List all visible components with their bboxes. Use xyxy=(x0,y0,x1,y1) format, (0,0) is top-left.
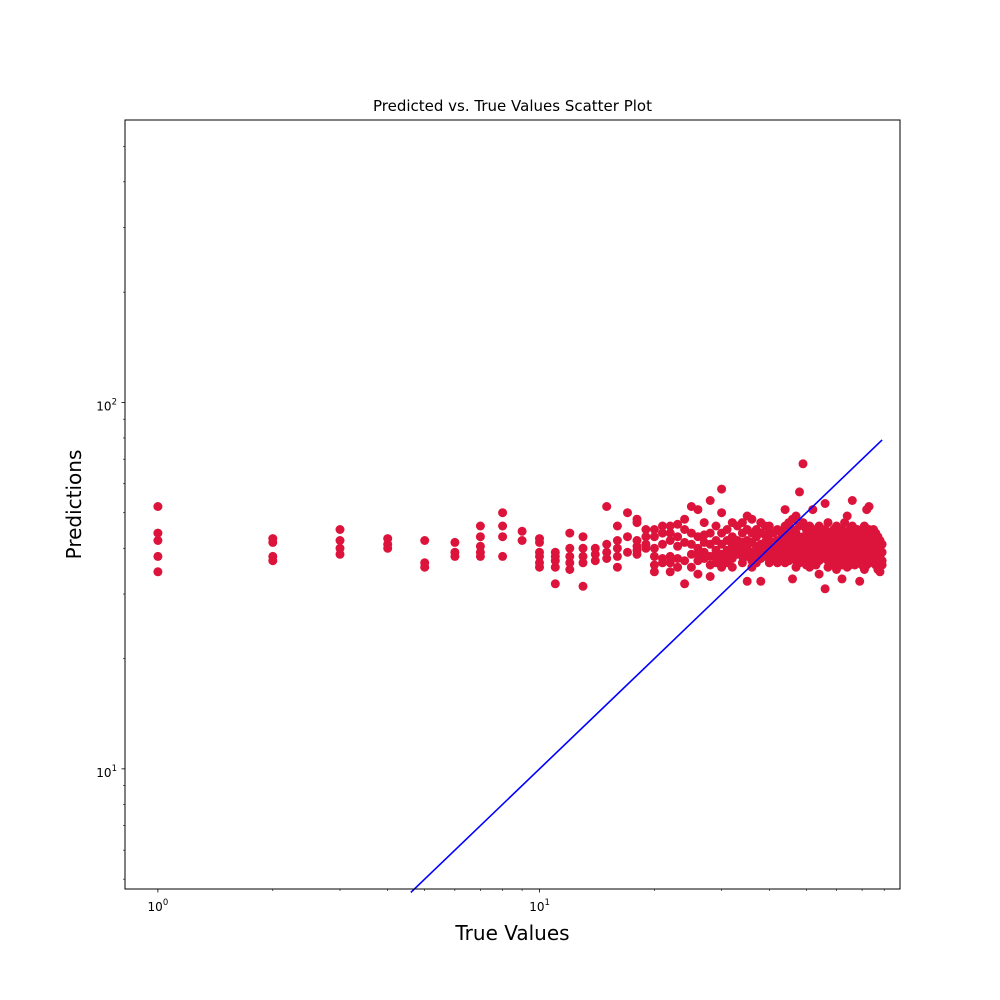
data-point xyxy=(633,518,642,527)
data-point xyxy=(687,563,696,572)
data-point xyxy=(579,582,588,591)
data-point xyxy=(788,574,797,583)
data-point xyxy=(450,538,459,547)
data-point xyxy=(498,508,507,517)
data-point xyxy=(747,515,756,524)
data-point xyxy=(843,512,852,521)
data-point xyxy=(650,552,659,561)
data-point xyxy=(706,572,715,581)
data-point xyxy=(336,536,345,545)
data-point xyxy=(878,548,887,557)
data-point xyxy=(579,558,588,567)
data-point xyxy=(680,579,689,588)
data-point xyxy=(535,538,544,547)
data-point xyxy=(268,538,277,547)
data-point xyxy=(743,577,752,586)
data-point xyxy=(623,508,632,517)
data-point xyxy=(795,487,804,496)
data-point xyxy=(855,577,864,586)
data-point xyxy=(336,525,345,534)
data-point xyxy=(498,532,507,541)
data-point xyxy=(336,550,345,559)
data-point xyxy=(565,544,574,553)
data-point xyxy=(623,548,632,557)
data-point xyxy=(476,552,485,561)
y-axis-label: Predictions xyxy=(62,450,86,560)
data-point xyxy=(641,544,650,553)
data-point xyxy=(268,556,277,565)
data-point xyxy=(693,505,702,514)
data-point xyxy=(476,522,485,531)
data-point xyxy=(821,584,830,593)
data-point xyxy=(650,532,659,541)
data-point xyxy=(153,536,162,545)
data-point xyxy=(535,563,544,572)
data-point xyxy=(153,552,162,561)
data-point xyxy=(450,552,459,561)
data-point xyxy=(551,579,560,588)
data-point xyxy=(498,522,507,531)
data-point xyxy=(383,544,392,553)
data-point xyxy=(551,563,560,572)
data-point xyxy=(602,502,611,511)
data-point xyxy=(658,558,667,567)
data-point xyxy=(706,529,715,538)
data-point xyxy=(613,544,622,553)
data-point xyxy=(658,529,667,538)
data-point xyxy=(476,532,485,541)
data-point xyxy=(878,561,887,570)
data-point xyxy=(633,550,642,559)
data-point xyxy=(717,485,726,494)
data-point xyxy=(700,518,709,527)
chart-title: Predicted vs. True Values Scatter Plot xyxy=(373,97,652,115)
data-point xyxy=(693,570,702,579)
x-axis-label: True Values xyxy=(454,921,569,945)
data-point xyxy=(815,570,824,579)
data-point xyxy=(781,505,790,514)
data-point xyxy=(799,459,808,468)
data-point xyxy=(579,544,588,553)
data-point xyxy=(153,502,162,511)
data-point xyxy=(706,496,715,505)
data-point xyxy=(650,544,659,553)
data-point xyxy=(613,552,622,561)
data-point xyxy=(613,522,622,531)
data-point xyxy=(591,556,600,565)
data-point xyxy=(565,565,574,574)
data-point xyxy=(865,502,874,511)
data-point xyxy=(153,567,162,576)
data-point xyxy=(518,527,527,536)
data-point xyxy=(728,563,737,572)
data-point xyxy=(613,536,622,545)
data-point xyxy=(565,529,574,538)
data-point xyxy=(712,522,721,531)
data-point xyxy=(602,554,611,563)
data-point xyxy=(613,563,622,572)
data-point xyxy=(673,532,682,541)
data-point xyxy=(756,577,765,586)
data-point xyxy=(602,540,611,549)
data-point xyxy=(680,556,689,565)
data-point xyxy=(838,574,847,583)
data-point xyxy=(650,567,659,576)
data-point xyxy=(579,532,588,541)
data-point xyxy=(848,496,857,505)
data-point xyxy=(420,563,429,572)
data-point xyxy=(680,515,689,524)
data-point xyxy=(821,499,830,508)
data-point xyxy=(420,536,429,545)
data-point xyxy=(673,563,682,572)
data-point xyxy=(878,540,887,549)
data-point xyxy=(717,508,726,517)
data-point xyxy=(824,518,833,527)
data-point xyxy=(518,536,527,545)
data-point xyxy=(498,552,507,561)
data-point xyxy=(623,532,632,541)
data-point xyxy=(658,540,667,549)
